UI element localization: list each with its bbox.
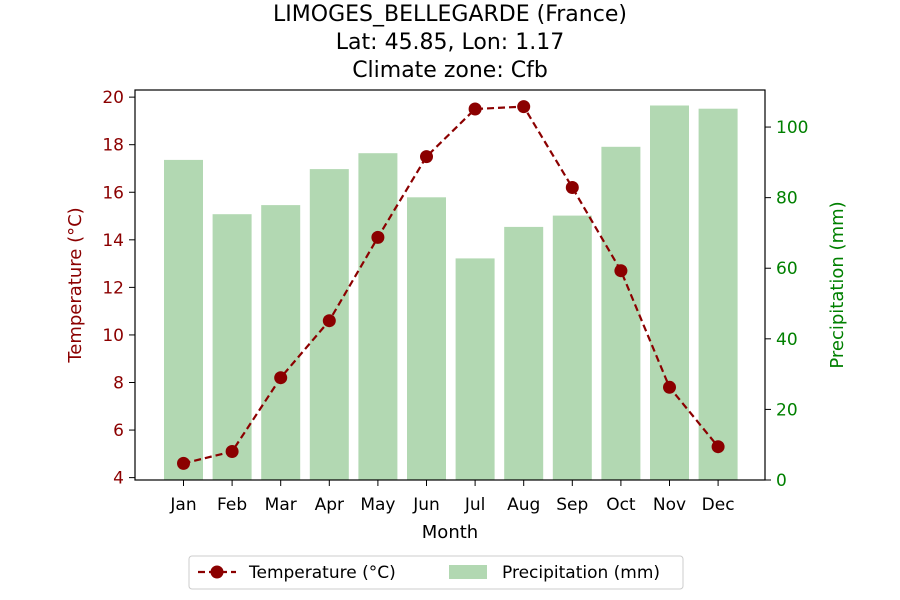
precipitation-bars xyxy=(164,105,738,481)
plot-frame xyxy=(134,89,766,481)
temperature-point-jan xyxy=(177,456,190,470)
x-tick-label: Apr xyxy=(315,495,344,515)
x-axis-title: Month xyxy=(422,522,478,543)
temperature-point-oct xyxy=(614,264,628,278)
x-tick-label: Feb xyxy=(217,495,247,515)
precipitation-bar-aug xyxy=(504,226,544,480)
left-tick-label: 14 xyxy=(102,231,124,251)
precipitation-bar-jun xyxy=(407,197,446,481)
legend-temperature-label: Temperature (°C) xyxy=(248,563,396,583)
left-tick-label: 8 xyxy=(113,374,124,394)
legend: Temperature (°C) Precipitation (mm) xyxy=(188,555,684,590)
precipitation-bar-jul xyxy=(455,258,495,480)
right-tick-label: 80 xyxy=(776,189,798,209)
x-tick-label: Oct xyxy=(606,495,636,515)
left-tick-label: 20 xyxy=(102,88,124,108)
left-tick-label: 12 xyxy=(102,278,124,298)
temperature-point-dec xyxy=(711,440,725,454)
x-tick-label: Jul xyxy=(464,495,486,515)
x-tick-label: Aug xyxy=(507,495,540,515)
x-tick-label: Dec xyxy=(702,495,735,515)
precipitation-bar-feb xyxy=(212,214,252,480)
left-tick-label: 6 xyxy=(113,421,124,441)
temperature-point-nov xyxy=(663,380,676,394)
chart-title-line-2: Lat: 45.85, Lon: 1.17 xyxy=(336,30,564,55)
temperature-point-mar xyxy=(274,371,288,385)
left-y-axis: 4 6 8 10 12 14 16 18 20 xyxy=(102,88,135,489)
precipitation-bar-dec xyxy=(698,108,738,480)
x-tick-label: Sep xyxy=(556,495,588,515)
precipitation-bar-sep xyxy=(552,215,592,480)
left-tick-label: 16 xyxy=(102,183,124,203)
x-tick-label: Nov xyxy=(653,495,686,515)
left-tick-label: 18 xyxy=(102,136,124,156)
legend-precipitation-swatch xyxy=(449,565,487,579)
x-axis: Jan Feb Mar Apr May Jun Jul Aug Sep Oct Nov Dec xyxy=(169,480,735,515)
x-tick-label: Jun xyxy=(412,495,440,515)
temperature-point-jun xyxy=(420,150,433,164)
legend-box xyxy=(188,555,684,590)
temperature-point-apr xyxy=(322,314,336,328)
legend-precipitation-label: Precipitation (mm) xyxy=(502,563,660,583)
right-y-axis: 0 20 40 60 80 100 xyxy=(765,118,808,491)
right-tick-label: 100 xyxy=(776,118,808,138)
precipitation-bar-oct xyxy=(601,146,641,481)
precipitation-bar-nov xyxy=(650,105,689,480)
right-axis-title: Precipitation (mm) xyxy=(827,201,848,368)
left-tick-label: 4 xyxy=(113,469,124,489)
temperature-point-may xyxy=(371,230,385,244)
right-tick-label: 60 xyxy=(776,259,798,279)
x-tick-label: Mar xyxy=(265,495,297,515)
temperature-point-aug xyxy=(517,100,531,114)
temperature-point-jul xyxy=(468,102,482,116)
temperature-series-line xyxy=(183,105,719,465)
temperature-point-feb xyxy=(225,445,239,458)
right-tick-label: 0 xyxy=(776,471,787,491)
legend-temperature-marker-swatch xyxy=(210,565,224,579)
precipitation-bar-mar xyxy=(261,205,301,480)
precipitation-bar-jan xyxy=(164,159,203,480)
temperature-line xyxy=(177,100,725,470)
chart-title-line-1: LIMOGES_BELLEGARDE (France) xyxy=(273,2,627,27)
x-tick-label: May xyxy=(360,495,395,515)
precipitation-bar-may xyxy=(358,153,398,480)
right-tick-label: 40 xyxy=(776,330,798,350)
left-tick-label: 10 xyxy=(102,326,124,346)
temperature-point-sep xyxy=(565,181,579,194)
left-axis-title: Temperature (°C) xyxy=(65,207,86,363)
x-tick-label: Jan xyxy=(169,495,196,515)
chart-title-line-3: Climate zone: Cfb xyxy=(352,58,548,83)
right-tick-label: 20 xyxy=(776,400,798,420)
